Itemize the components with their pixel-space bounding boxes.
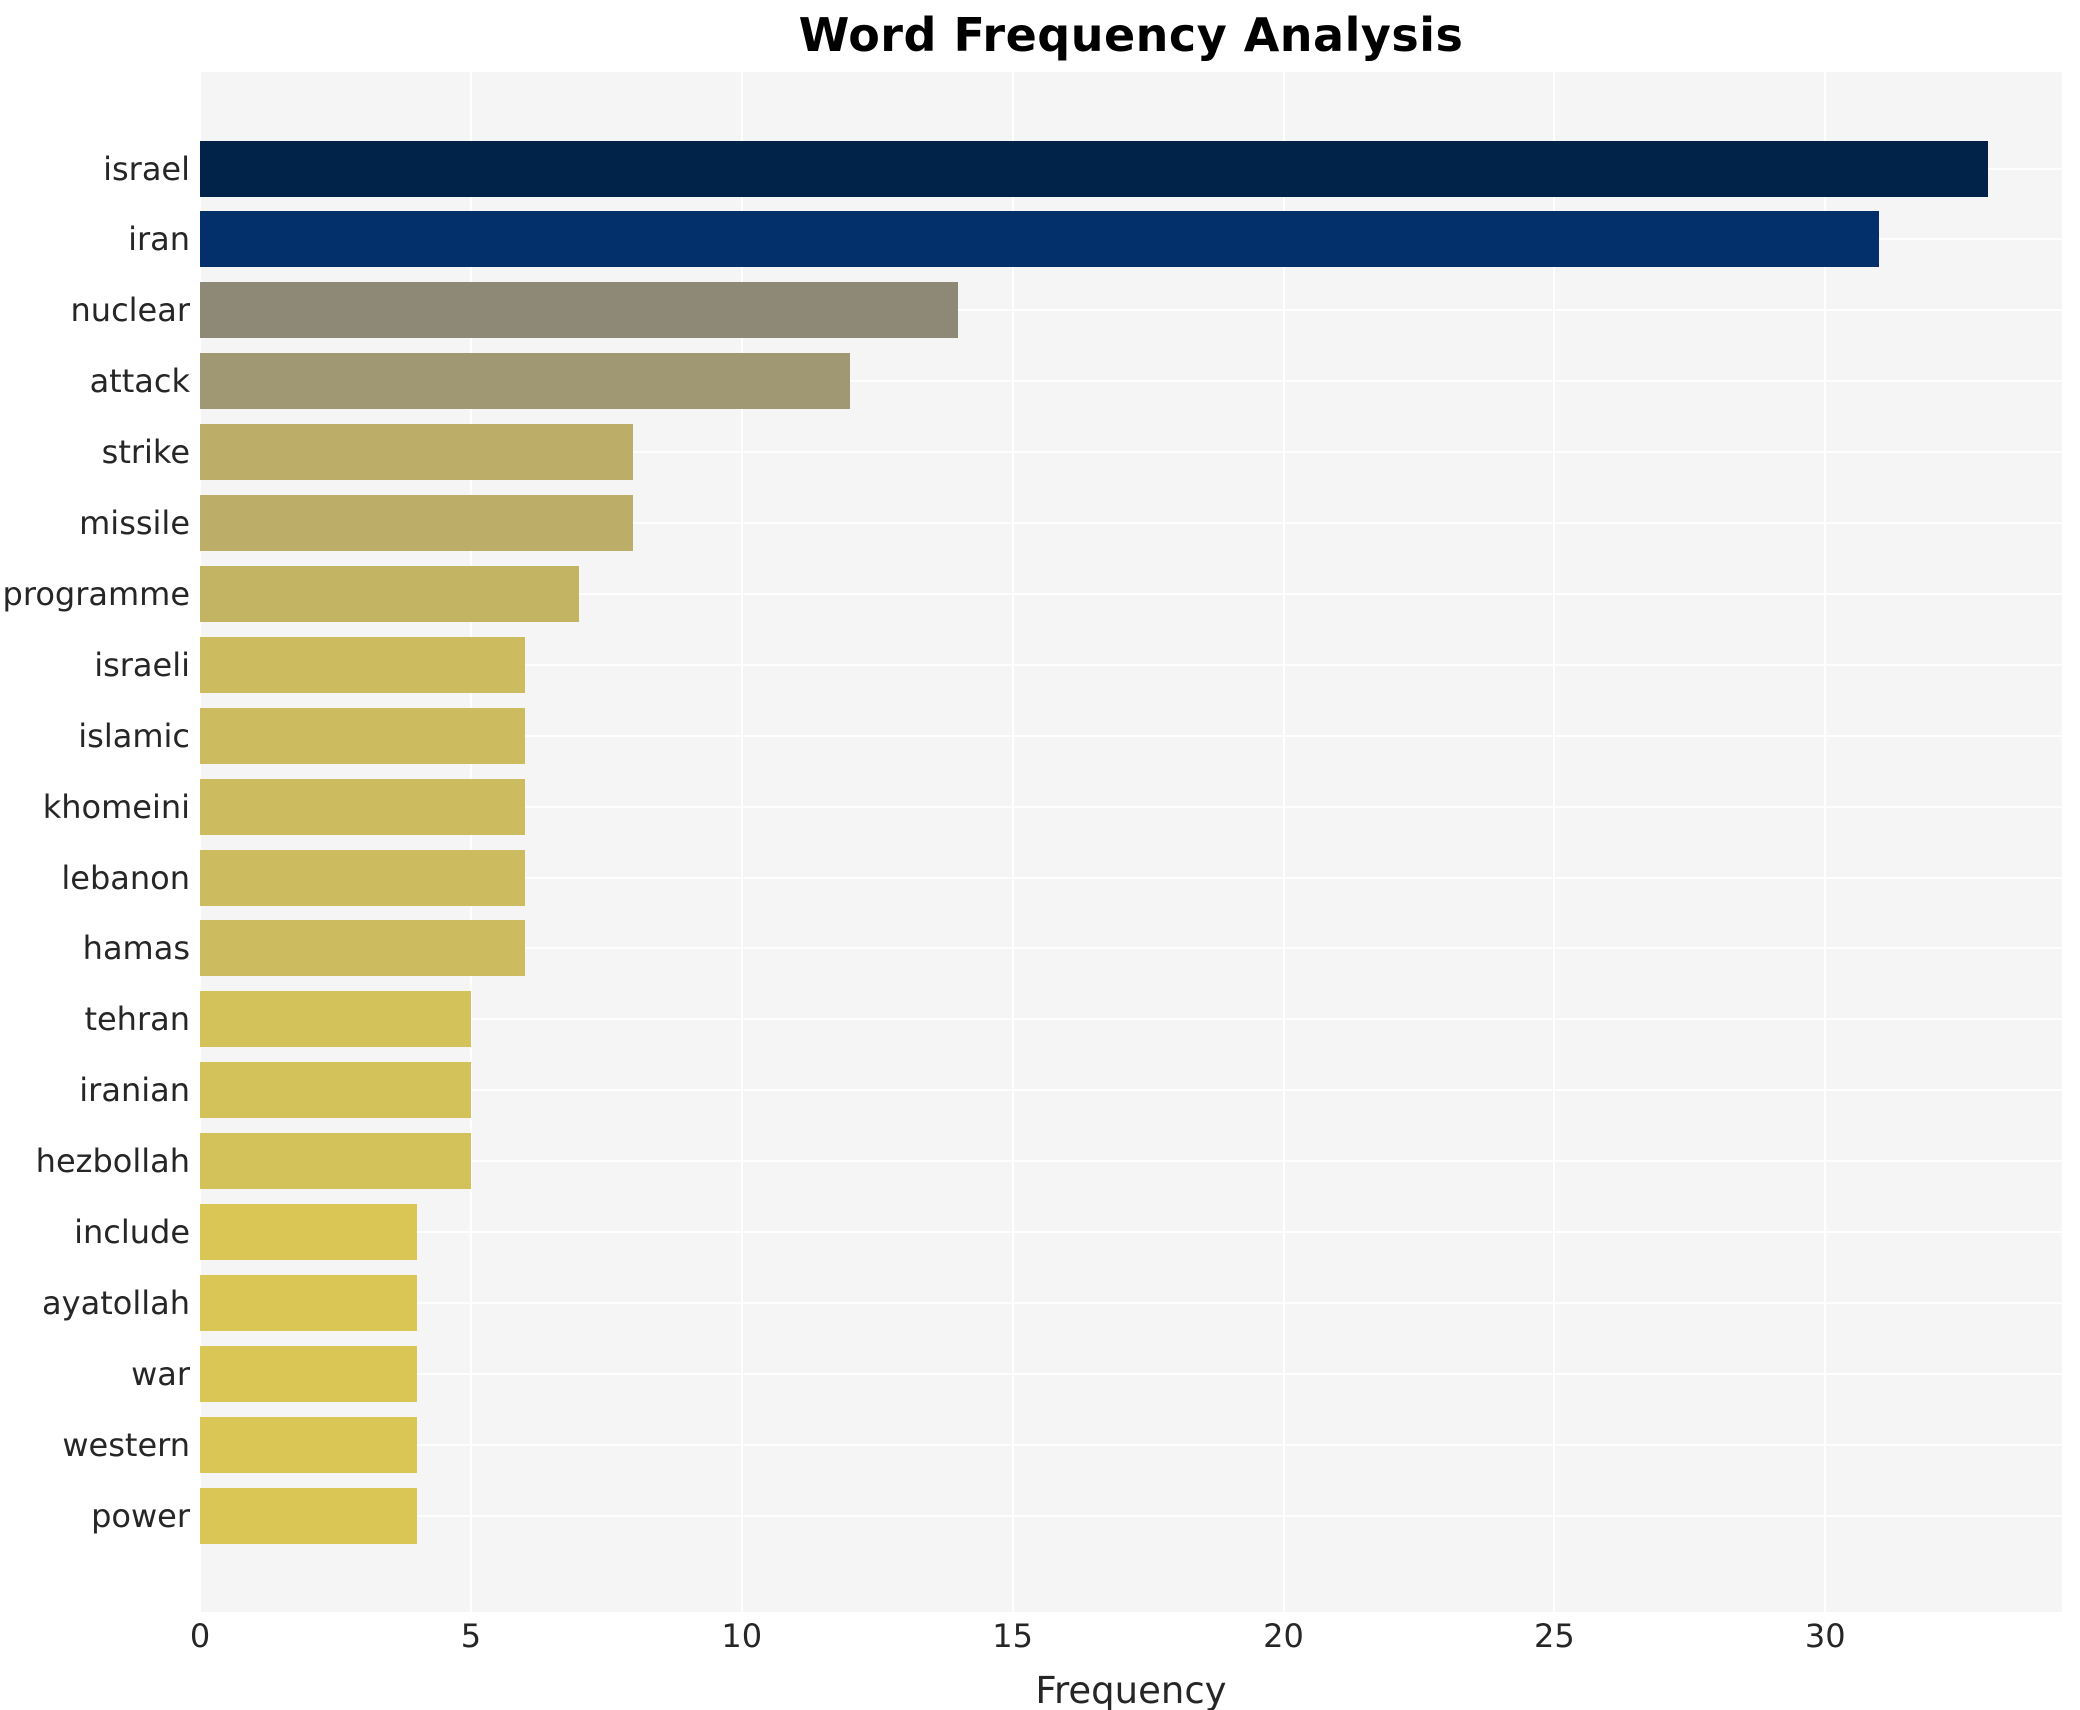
x-gridline: [1011, 72, 1014, 1612]
x-axis-tick-labels: 0 5 10 15 20 25 30: [190, 1617, 2062, 1660]
y-gridline: [200, 1018, 2062, 1021]
x-gridline: [1282, 72, 1285, 1612]
bar-khomeini: [200, 778, 526, 835]
x-gridline: [740, 72, 743, 1612]
bar-hamas: [200, 920, 526, 977]
y-gridline: [200, 1443, 2062, 1446]
x-tick-label-10: 10: [721, 1617, 763, 1655]
category-label-israeli: israeli: [94, 645, 190, 684]
bar-ayatollah: [200, 1274, 417, 1331]
category-label-attack: attack: [89, 362, 190, 401]
category-label-strike: strike: [101, 433, 190, 472]
y-axis-category-labels: israel iran nuclear attack strike missile prog…: [0, 72, 190, 1612]
bar-nuclear: [200, 282, 959, 339]
y-gridline: [200, 1301, 2062, 1304]
category-label-war: war: [131, 1354, 190, 1393]
x-gridline: [199, 72, 201, 1612]
bar-iran: [200, 211, 1880, 268]
y-gridline: [200, 1372, 2062, 1375]
x-gridline: [1553, 72, 1556, 1612]
y-gridline: [200, 805, 2062, 808]
category-label-hezbollah: hezbollah: [35, 1142, 190, 1181]
bar-western: [200, 1416, 417, 1473]
bar-lebanon: [200, 849, 526, 906]
bar-tehran: [200, 991, 471, 1048]
y-gridline: [200, 309, 2062, 312]
y-gridline: [200, 592, 2062, 595]
y-gridline: [200, 947, 2062, 950]
category-label-missile: missile: [79, 504, 190, 542]
x-gridline: [469, 72, 472, 1612]
y-gridline: [200, 522, 2062, 524]
x-tick-label-15: 15: [992, 1617, 1033, 1655]
x-gridline: [1824, 72, 1827, 1612]
bar-iranian: [200, 1062, 471, 1119]
y-gridline: [200, 1089, 2062, 1092]
y-gridline: [200, 380, 2062, 383]
y-gridline: [200, 1231, 2062, 1233]
category-label-power: power: [91, 1496, 190, 1535]
category-label-iranian: iranian: [79, 1071, 190, 1110]
y-gridline: [200, 451, 2062, 454]
category-label-islamic: islamic: [78, 716, 190, 755]
bar-missile: [200, 495, 634, 551]
bar-programme: [200, 565, 580, 622]
bar-strike: [200, 424, 634, 481]
category-label-include: include: [74, 1213, 190, 1251]
category-label-nuclear: nuclear: [70, 291, 191, 330]
x-tick-label-30: 30: [1804, 1617, 1846, 1655]
y-gridline: [200, 734, 2062, 737]
category-label-ayatollah: ayatollah: [42, 1283, 190, 1322]
chart-title: Word Frequency Analysis: [798, 8, 1464, 62]
x-tick-label-25: 25: [1534, 1617, 1575, 1655]
plot-area: [199, 72, 2062, 1612]
category-label-lebanon: lebanon: [61, 858, 190, 897]
x-tick-label-5: 5: [460, 1617, 482, 1655]
category-label-programme: programme: [2, 574, 190, 613]
category-label-iran: iran: [128, 220, 190, 259]
bar-israeli: [200, 636, 526, 693]
x-tick-label-0: 0: [189, 1617, 211, 1655]
bar-hezbollah: [200, 1133, 471, 1190]
y-gridline: [200, 663, 2062, 666]
bar-power: [200, 1487, 417, 1544]
category-label-israel: israel: [103, 149, 190, 188]
bar-attack: [200, 353, 851, 410]
category-label-tehran: tehran: [84, 1000, 190, 1039]
bar-israel: [200, 140, 1988, 197]
bar-include: [200, 1204, 417, 1260]
bar-war: [200, 1345, 417, 1402]
category-label-khomeini: khomeini: [42, 787, 190, 826]
y-gridline: [200, 1160, 2062, 1163]
y-gridline: [200, 1514, 2062, 1517]
x-tick-label-20: 20: [1263, 1617, 1304, 1655]
y-gridline: [200, 876, 2062, 879]
category-label-hamas: hamas: [82, 929, 190, 968]
x-axis-title: Frequency: [1035, 1669, 1227, 1710]
bar-islamic: [200, 707, 526, 764]
category-label-western: western: [62, 1425, 190, 1464]
